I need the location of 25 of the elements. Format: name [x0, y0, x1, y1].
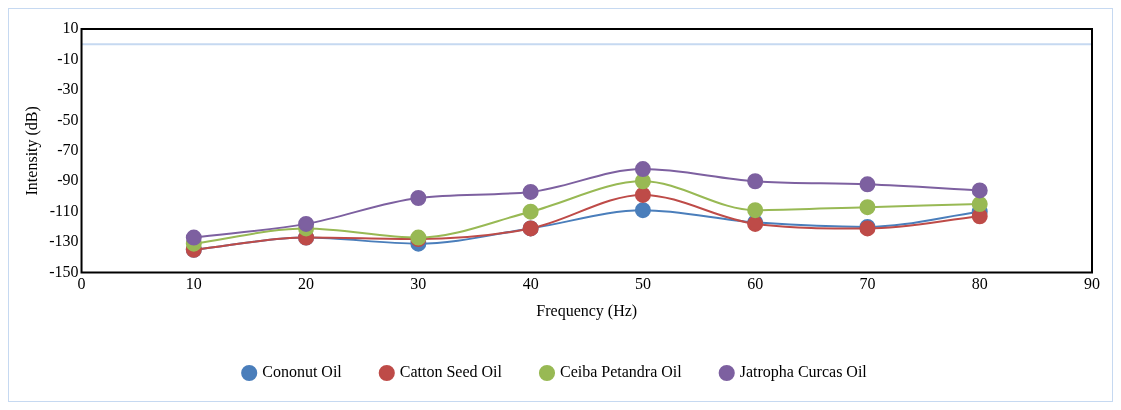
- x-tick-label: 60: [747, 275, 764, 293]
- y-tick-label: -10: [57, 49, 79, 67]
- y-axis-title: Intensity (dB): [22, 106, 41, 196]
- x-tick-label: 20: [298, 275, 315, 293]
- legend-label: Jatropha Curcas Oil: [739, 363, 868, 382]
- x-axis-title: Frequency (Hz): [536, 301, 638, 320]
- y-tick-label: -130: [49, 232, 79, 250]
- x-tick-label: 10: [185, 275, 202, 293]
- x-tick-label: 40: [522, 275, 539, 293]
- x-tick-label: 50: [634, 275, 651, 293]
- y-tick-label: -90: [57, 171, 79, 189]
- y-tick-label: -150: [49, 262, 79, 280]
- y-tick-label: 10: [62, 19, 79, 37]
- legend-label: Ceiba Petandra Oil: [559, 363, 683, 381]
- x-tick-label: 90: [1084, 275, 1100, 293]
- legend-label: Catton Seed Oil: [399, 363, 503, 381]
- y-tick-label: -50: [57, 110, 79, 128]
- legend-label: Cononut Oil: [262, 363, 343, 381]
- y-tick-label: -70: [57, 141, 79, 158]
- x-tick-label: 70: [859, 275, 876, 293]
- x-tick-label: 0: [77, 275, 86, 293]
- y-tick-label: -30: [57, 80, 79, 98]
- x-tick-label: 30: [410, 275, 427, 293]
- x-tick-label: 80: [971, 275, 988, 293]
- y-tick-label: -110: [49, 201, 79, 219]
